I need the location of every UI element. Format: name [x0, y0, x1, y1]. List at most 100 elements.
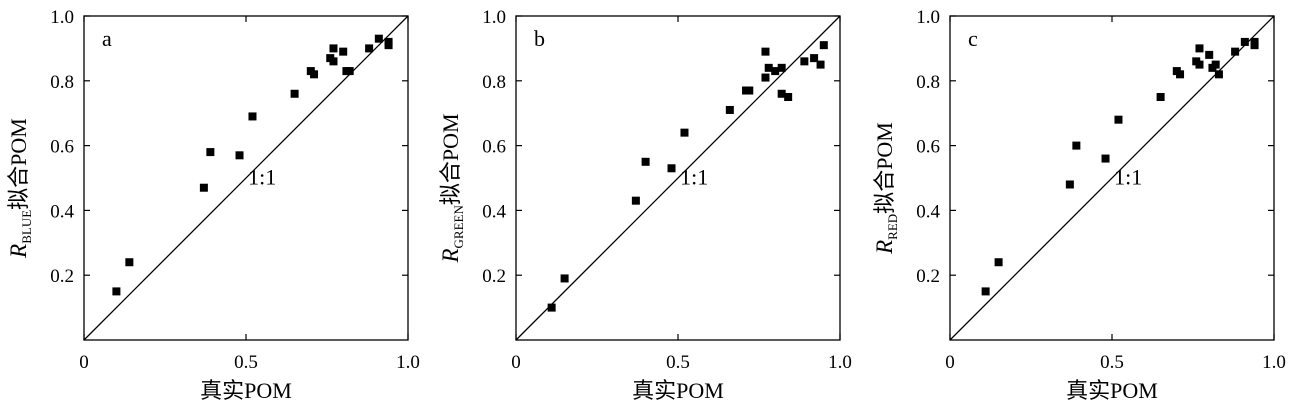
data-point	[206, 148, 215, 157]
data-point	[771, 67, 780, 76]
data-point	[1195, 44, 1204, 53]
data-point	[329, 57, 338, 66]
y-tick-label: 0.4	[916, 201, 940, 222]
x-tick-label: 0.5	[234, 352, 258, 373]
data-point	[235, 151, 244, 160]
data-point	[1065, 180, 1074, 189]
data-point	[777, 63, 786, 72]
x-axis-label: 真实POM	[632, 378, 724, 403]
y-axis-label: RRED拟合POM	[872, 122, 900, 255]
data-point	[345, 67, 354, 76]
data-point	[1072, 141, 1081, 150]
data-point	[784, 93, 793, 101]
x-tick-label: 1.0	[1262, 352, 1286, 373]
data-point	[1156, 93, 1165, 101]
data-point	[547, 303, 556, 312]
x-tick-label: 1.0	[828, 352, 852, 373]
data-point	[761, 73, 770, 82]
data-point	[248, 112, 257, 121]
y-axis-label-subscript: RED	[885, 214, 900, 240]
y-tick-label: 0.2	[916, 266, 940, 287]
data-point	[764, 63, 773, 72]
data-point	[339, 47, 348, 56]
data-point	[1176, 70, 1185, 79]
data-point	[667, 164, 676, 173]
data-point	[1195, 60, 1204, 69]
data-point	[1214, 70, 1223, 79]
data-point	[365, 44, 374, 53]
data-point	[374, 34, 383, 43]
one-to-one-line	[515, 15, 841, 341]
y-tick-label: 0.2	[482, 266, 506, 287]
one-to-one-label: 1:1	[680, 164, 708, 189]
data-point	[725, 105, 734, 114]
data-point	[1231, 47, 1240, 56]
data-point	[1205, 50, 1214, 59]
data-point	[384, 37, 393, 46]
y-tick-label: 1.0	[916, 7, 940, 28]
data-point	[125, 258, 134, 267]
data-point	[631, 196, 640, 205]
x-tick-label: 1.0	[396, 352, 420, 373]
x-axis-label: 真实POM	[1066, 378, 1158, 403]
data-point	[1114, 115, 1123, 124]
data-point	[1101, 154, 1110, 163]
one-to-one-line	[83, 15, 409, 341]
data-point	[1250, 37, 1259, 46]
y-tick-label: 0.4	[482, 201, 506, 222]
x-tick-label: 0	[79, 352, 89, 373]
y-tick-label: 0.8	[482, 72, 506, 93]
data-point	[310, 70, 319, 79]
y-tick-label: 0.2	[50, 266, 74, 287]
y-tick-label: 0.6	[482, 137, 506, 158]
data-point	[112, 287, 121, 296]
data-point	[199, 183, 208, 192]
y-axis-label-main: R	[872, 240, 897, 255]
y-axis-label-subscript: BLUE	[19, 210, 34, 244]
y-tick-label: 0.8	[916, 72, 940, 93]
data-point	[777, 89, 786, 98]
data-point	[994, 258, 1003, 267]
y-axis-label-suffix: 拟合POM	[6, 118, 31, 210]
x-tick-label: 0.5	[1100, 352, 1124, 373]
one-to-one-line	[949, 15, 1275, 341]
data-point	[761, 47, 770, 56]
y-axis-label-main: R	[6, 244, 31, 259]
y-axis-label-subscript: GREEN	[451, 205, 466, 249]
y-axis-label: RBLUE拟合POM	[6, 118, 34, 259]
data-point	[816, 60, 825, 69]
chart-panel-a: 0 0.5 1.0 0.2 0.4 0.6 0.8 1.0 a 1:1 真实POM RBLUE拟合PO…	[6, 7, 420, 403]
data-point	[800, 57, 809, 66]
data-point	[329, 44, 338, 53]
data-point	[290, 89, 299, 98]
chart-panel-b: 0 0.5 1.0 0.2 0.4 0.6 0.8 1.0 b 1:1 真实POM RGREEN拟合P…	[438, 7, 852, 403]
y-tick-label: 0.6	[916, 137, 940, 158]
y-axis-label: RGREEN拟合POM	[438, 113, 466, 263]
panel-label: a	[102, 26, 112, 51]
y-axis-label-suffix: 拟合POM	[438, 113, 463, 205]
data-point	[745, 86, 754, 95]
data-point	[680, 128, 689, 137]
y-tick-label: 1.0	[50, 7, 74, 28]
y-axis-label-suffix: 拟合POM	[872, 122, 897, 214]
x-tick-label: 0	[945, 352, 955, 373]
panel-label: b	[534, 26, 545, 51]
data-point	[810, 54, 819, 63]
y-tick-label: 1.0	[482, 7, 506, 28]
chart-panel-c: 0 0.5 1.0 0.2 0.4 0.6 0.8 1.0 c 1:1 真实POM RRED拟合POM	[872, 7, 1286, 403]
data-point	[819, 41, 828, 50]
data-point	[1240, 37, 1249, 46]
y-tick-label: 0.6	[50, 137, 74, 158]
y-axis-label-main: R	[438, 248, 463, 263]
x-tick-label: 0.5	[666, 352, 690, 373]
one-to-one-label: 1:1	[1114, 164, 1142, 189]
x-tick-label: 0	[511, 352, 521, 373]
y-tick-label: 0.8	[50, 72, 74, 93]
data-point	[560, 274, 569, 283]
data-point	[981, 287, 990, 296]
y-tick-label: 0.4	[50, 201, 74, 222]
panel-label: c	[968, 26, 978, 51]
data-point	[641, 157, 650, 166]
x-axis-label: 真实POM	[200, 378, 292, 403]
